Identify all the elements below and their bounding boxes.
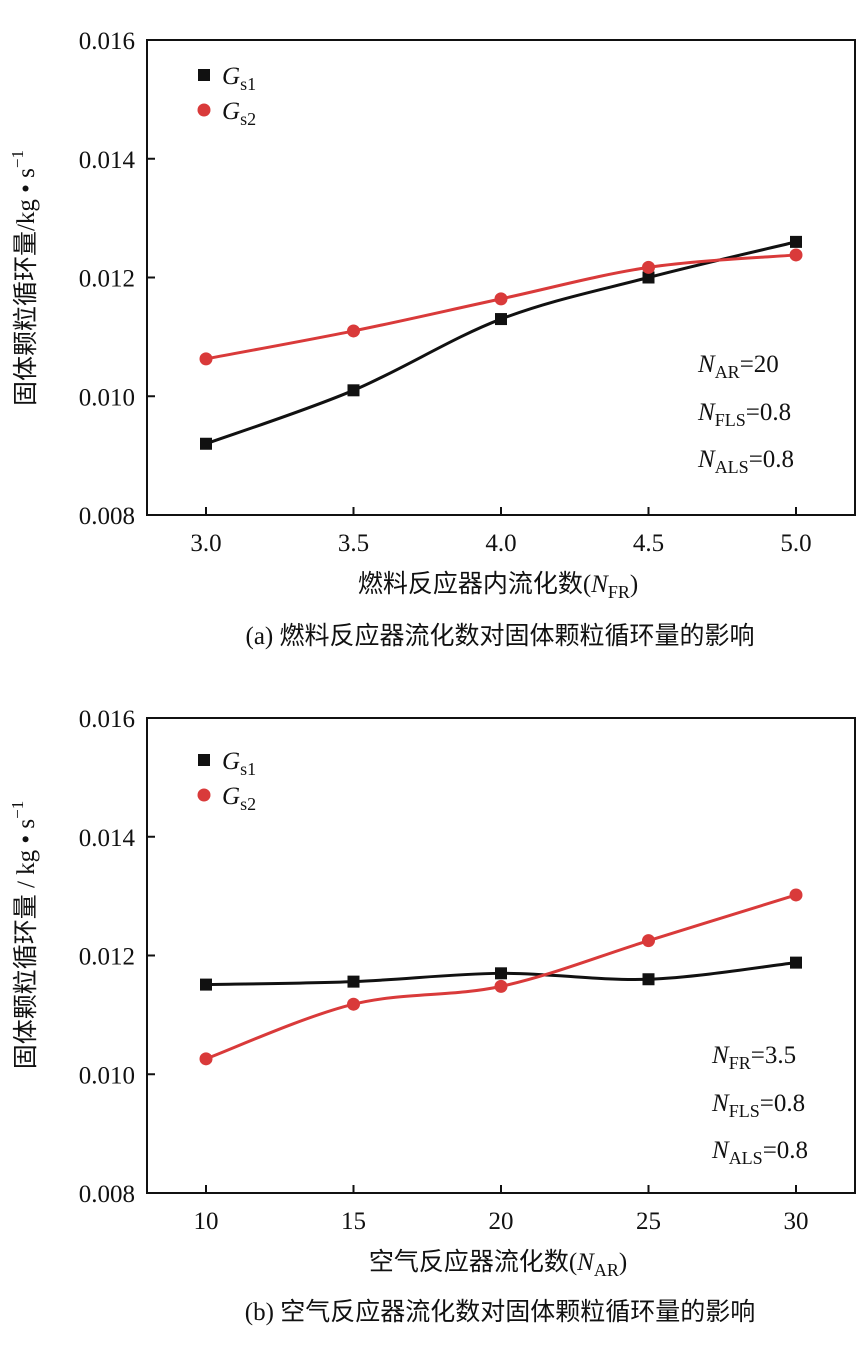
y-axis-title: 固体颗粒循环量 / kg • s−1 <box>8 801 40 1070</box>
condition-annotation: NFR=3.5 <box>711 1042 796 1073</box>
legend-label: Gs1 <box>222 63 256 94</box>
figure-caption: (a) 燃料反应器流化数对固体颗粒循环量的影响 <box>246 622 755 650</box>
y-tick-label: 0.014 <box>79 825 136 852</box>
data-point-gs1 <box>347 384 360 397</box>
legend-label: Gs2 <box>222 783 256 814</box>
series-line-gs2 <box>205 253 797 361</box>
condition-annotation: NFLS=0.8 <box>697 399 791 430</box>
data-point-gs1 <box>790 956 802 969</box>
x-tick-label: 5.0 <box>780 530 811 557</box>
figure-caption: (b) 空气反应器流化数对固体颗粒循环量的影响 <box>245 1298 755 1326</box>
legend-marker-circle <box>197 788 211 802</box>
condition-annotation: NAR=20 <box>697 351 779 382</box>
data-point-gs2 <box>199 352 213 366</box>
data-point-gs2 <box>199 1052 213 1066</box>
data-point-gs2 <box>494 292 508 306</box>
data-point-gs1 <box>642 973 655 986</box>
x-tick-label: 20 <box>489 1208 514 1235</box>
x-axis-title: 空气反应器流化数(NAR) <box>369 1248 627 1280</box>
data-point-gs2 <box>789 888 803 902</box>
legend-marker-square <box>198 754 210 766</box>
data-point-gs1 <box>790 235 802 248</box>
plot-frame <box>146 717 856 1194</box>
y-axis-title: 固体颗粒循环量/kg • s−1 <box>8 150 40 406</box>
data-point-gs1 <box>200 437 212 450</box>
data-point-gs2 <box>789 248 803 262</box>
data-point-gs2 <box>347 324 360 338</box>
legend-marker-circle <box>197 103 211 117</box>
data-point-gs1 <box>200 978 212 991</box>
y-tick-label: 0.016 <box>79 28 135 55</box>
x-tick-label: 3.5 <box>338 530 369 557</box>
y-tick-label: 0.016 <box>79 706 135 733</box>
data-point-gs2 <box>347 997 360 1011</box>
y-tick-label: 0.010 <box>79 384 135 411</box>
data-point-gs1 <box>495 967 507 980</box>
x-tick-label: 30 <box>784 1208 809 1235</box>
legend-label: Gs1 <box>222 748 256 779</box>
data-point-gs1 <box>495 313 507 326</box>
x-tick-label: 4.0 <box>485 530 516 557</box>
x-tick-label: 3.0 <box>190 530 221 557</box>
data-point-gs1 <box>642 271 655 284</box>
x-tick-label: 25 <box>636 1208 661 1235</box>
data-point-gs2 <box>642 934 655 948</box>
data-point-gs1 <box>347 975 360 988</box>
y-tick-label: 0.012 <box>79 266 135 293</box>
chart-b: 10 15 20 25 30 0.008 0.010 0.012 0.014 0.016 Gs1 Gs… <box>8 706 856 1326</box>
legend-marker-square <box>198 69 210 81</box>
condition-annotation: NALS=0.8 <box>711 1137 808 1168</box>
condition-annotation: NALS=0.8 <box>697 446 794 477</box>
y-tick-label: 0.012 <box>79 944 135 971</box>
x-axis-title: 燃料反应器内流化数(NFR) <box>358 570 638 602</box>
legend-label: Gs2 <box>222 98 256 129</box>
y-tick-label: 0.014 <box>79 147 136 174</box>
y-tick-label: 0.010 <box>79 1062 135 1089</box>
x-tick-label: 4.5 <box>633 530 664 557</box>
x-tick-label: 15 <box>341 1208 366 1235</box>
x-tick-label: 10 <box>194 1208 219 1235</box>
data-point-gs2 <box>642 260 655 274</box>
data-point-gs2 <box>494 979 508 993</box>
condition-annotation: NFLS=0.8 <box>711 1090 805 1121</box>
chart-a: 3.0 3.5 4.0 4.5 5.0 0.008 0.010 0.012 0.014 0.016… <box>8 28 856 650</box>
y-tick-label: 0.008 <box>79 1181 135 1208</box>
y-tick-label: 0.008 <box>79 503 135 530</box>
